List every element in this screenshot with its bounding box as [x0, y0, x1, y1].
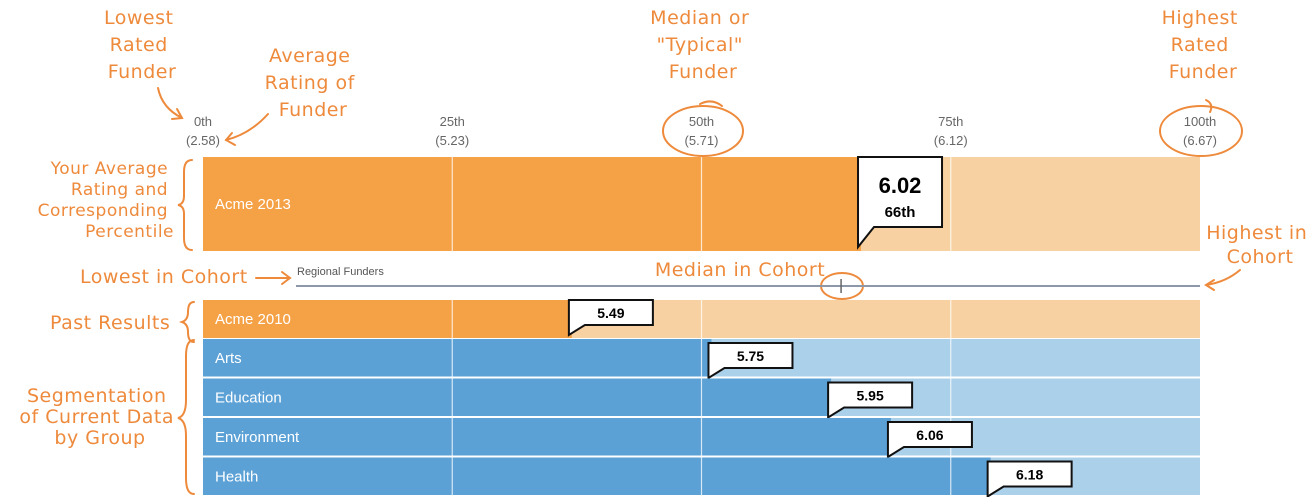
bar-label: Environment: [215, 429, 300, 446]
bar-row: Health 6.18: [203, 457, 1200, 497]
axis-tick-percentile-label: 75th: [938, 114, 963, 129]
average-rating-arrow: [225, 113, 269, 141]
bar-row: Education 5.95: [203, 378, 1200, 420]
value-callout: [827, 381, 914, 420]
lowest-rated-annotation: Lowest Rated Funder: [104, 7, 180, 83]
cohort-row: Regional Funders: [296, 266, 1200, 293]
axis-tick-percentile-label: 0th: [194, 114, 212, 129]
average-rating-annotation: Average Rating of Funder: [265, 45, 362, 121]
segmentation-brace: [177, 339, 195, 495]
percentile-axis: 0th (2.58) 25th (5.23) 50th (5.71) 75th (6.12) 1…: [186, 114, 1217, 148]
bar: [203, 339, 712, 377]
segmentation-annotation: Segmentation of Current Data by Group: [19, 385, 180, 449]
your-average-annotation: Your Average Rating and Corresponding Pe…: [38, 159, 174, 242]
bar: [203, 418, 891, 456]
value-callout: [986, 460, 1073, 497]
bar-label: Health: [215, 468, 258, 485]
median-circle: [662, 105, 744, 157]
highest-in-cohort-annotation: Highest in Cohort: [1206, 222, 1313, 268]
axis-tick-value-label: (6.12): [934, 133, 968, 148]
bar: [203, 457, 991, 495]
axis-tick-value-label: (2.58): [186, 133, 220, 148]
highest-circle: [1159, 105, 1243, 157]
bar-row: Arts 5.75: [203, 339, 1200, 380]
axis-tick-percentile-label: 100th: [1184, 114, 1217, 129]
value-label: 6.02: [879, 173, 922, 198]
axis-tick-percentile-label: 25th: [440, 114, 465, 129]
value-callout: [886, 421, 973, 459]
average-rating-arrowhead: [224, 132, 236, 146]
median-in-cohort-annotation: Median in Cohort: [655, 259, 825, 281]
bar-label: Arts: [215, 350, 242, 367]
value-label: 6.18: [1016, 467, 1043, 483]
past-results-annotation: Past Results: [50, 312, 170, 334]
bar-label: Acme 2010: [215, 311, 291, 328]
value-label: 5.95: [856, 388, 883, 404]
bar: [203, 378, 832, 416]
bar-label: Education: [215, 389, 282, 406]
bar: [203, 157, 862, 251]
past-results-brace: [178, 301, 195, 343]
bar-row: Environment 6.06: [203, 418, 1200, 459]
bars: Acme 2013 6.02 66th Regional Funders Acme 20…: [203, 156, 1200, 497]
highest-rated-annotation: Highest Rated Funder: [1162, 7, 1245, 83]
highest-in-cohort-arrowhead: [1204, 279, 1215, 291]
your-average-brace: [177, 159, 193, 251]
value-callout: [567, 299, 654, 337]
median-hook: [699, 100, 723, 107]
value-callout: [707, 342, 794, 380]
lowest-rated-arrowhead: [171, 108, 184, 120]
bar-row: Acme 2010 5.49: [203, 299, 1200, 338]
highest-hook: [1205, 99, 1213, 113]
lowest-in-cohort-annotation: Lowest in Cohort: [80, 266, 248, 288]
highest-in-cohort-arrow: [1205, 269, 1241, 286]
bar-label: Acme 2013: [215, 196, 291, 213]
value-label: 5.75: [737, 348, 764, 364]
percentile-label: 66th: [885, 204, 916, 221]
median-typical-annotation: Median or "Typical" Funder: [650, 7, 756, 83]
axis-tick-value-label: (5.23): [435, 133, 469, 148]
lowest-rated-arrow: [157, 87, 183, 119]
cohort-label: Regional Funders: [297, 266, 384, 278]
axis-tick-value-label: (6.67): [1183, 133, 1217, 148]
value-label: 6.06: [916, 427, 943, 443]
axis-tick-value-label: (5.71): [685, 133, 719, 148]
value-label: 5.49: [597, 305, 624, 321]
bar-row: Acme 2013 6.02 66th: [203, 156, 1200, 251]
value-callout: [857, 156, 944, 250]
annotations: Lowest Rated Funder Average Rating of Fu…: [19, 7, 1313, 495]
lowest-in-cohort-arrowhead: [281, 271, 292, 285]
bar: [203, 300, 572, 338]
axis-tick-percentile-label: 50th: [689, 114, 714, 129]
